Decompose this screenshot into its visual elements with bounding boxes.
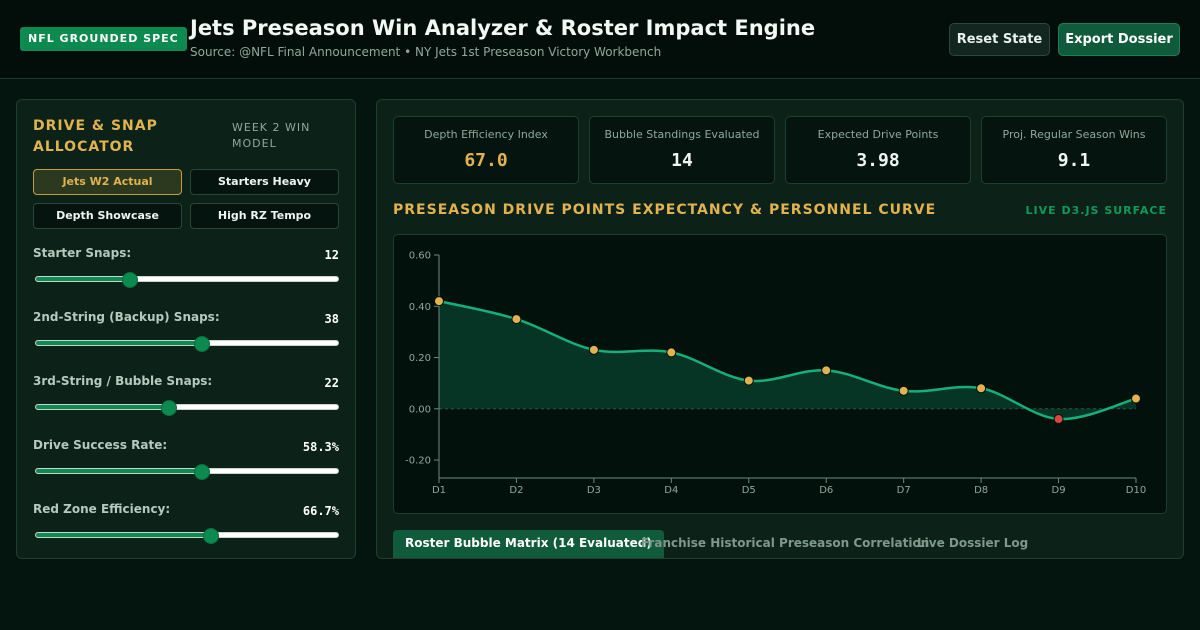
tab-franchise-historical-correlation[interactable]: Franchise Historical Preseason Correlati… xyxy=(641,536,930,550)
backup-snaps-label: 2nd-String (Backup) Snaps: xyxy=(33,310,220,324)
x-tick-label: D2 xyxy=(509,485,523,496)
x-tick-label: D9 xyxy=(1052,485,1066,496)
data-point xyxy=(821,365,832,376)
kpi-projected-regular-season-wins: Proj. Regular Season Wins 9.1 xyxy=(981,116,1167,184)
tab-roster-bubble-matrix[interactable]: Roster Bubble Matrix (14 Evaluated) xyxy=(393,530,664,558)
kpi-label: Expected Drive Points xyxy=(817,128,939,141)
y-tick-label: 0.20 xyxy=(409,353,431,364)
x-tick-label: D1 xyxy=(432,485,446,496)
drive-success-rate-slider[interactable] xyxy=(35,464,339,480)
x-tick-label: D7 xyxy=(897,485,911,496)
y-tick-label: 0.60 xyxy=(409,251,431,262)
x-tick-label: D6 xyxy=(819,485,833,496)
spec-badge: NFL GROUNDED SPEC xyxy=(20,27,187,51)
allocator-model-tag: WEEK 2 WIN MODEL xyxy=(232,121,311,150)
x-tick-label: D4 xyxy=(664,485,678,496)
preset-high-rz-tempo[interactable]: High RZ Tempo xyxy=(190,203,339,229)
bubble-snaps-label: 3rd-String / Bubble Snaps: xyxy=(33,374,213,388)
starter-snaps-value: 12 xyxy=(324,248,339,262)
slider-thumb[interactable] xyxy=(202,528,219,544)
starter-snaps-label: Starter Snaps: xyxy=(33,246,132,260)
kpi-label: Bubble Standings Evaluated xyxy=(604,128,760,141)
slider-fill xyxy=(36,405,169,409)
slider-thumb[interactable] xyxy=(194,336,211,352)
y-tick-label: -0.20 xyxy=(405,456,431,467)
preset-depth-showcase[interactable]: Depth Showcase xyxy=(33,203,182,229)
drive-success-rate-value: 58.3% xyxy=(302,440,339,454)
slider-fill xyxy=(36,469,202,473)
preset-jets-w2-actual[interactable]: Jets W2 Actual xyxy=(33,169,182,195)
app-header: NFL GROUNDED SPEC Jets Preseason Win Ana… xyxy=(0,0,1200,79)
x-tick-label: D10 xyxy=(1126,485,1146,496)
data-point xyxy=(1053,414,1064,425)
backup-snaps-slider[interactable] xyxy=(35,336,339,352)
starter-snaps-slider[interactable] xyxy=(35,272,339,288)
drive-points-chart: 0.60 0.40 0.20 0.00 -0.20 D1 D2 D3 D4 D5 D6 D7 D8 D9 D… xyxy=(393,234,1167,514)
y-tick-label: 0.40 xyxy=(409,302,431,313)
kpi-value: 9.1 xyxy=(1057,150,1091,171)
y-tick-label: 0.00 xyxy=(409,404,431,415)
drive-success-rate-label: Drive Success Rate: xyxy=(33,438,168,452)
data-point xyxy=(976,383,987,394)
data-point xyxy=(743,375,754,386)
red-zone-efficiency-value: 66.7% xyxy=(302,504,339,518)
data-point xyxy=(588,344,599,355)
data-point xyxy=(434,296,444,307)
kpi-label: Depth Efficiency Index xyxy=(424,128,548,141)
slider-thumb[interactable] xyxy=(121,272,138,288)
chart-surface-tag: LIVE D3.JS SURFACE xyxy=(1025,204,1167,217)
kpi-label: Proj. Regular Season Wins xyxy=(1002,128,1146,141)
analysis-panel: Depth Efficiency Index 67.0 Bubble Stand… xyxy=(376,99,1184,559)
app-title: Jets Preseason Win Analyzer & Roster Imp… xyxy=(190,16,816,40)
x-tick-label: D5 xyxy=(742,485,756,496)
data-point xyxy=(1131,393,1141,404)
kpi-value: 3.98 xyxy=(856,150,900,171)
export-dossier-button[interactable]: Export Dossier xyxy=(1058,23,1180,56)
kpi-bubble-standings-evaluated: Bubble Standings Evaluated 14 xyxy=(589,116,775,184)
x-tick-label: D8 xyxy=(974,485,988,496)
slider-fill xyxy=(36,341,203,345)
bubble-snaps-value: 22 xyxy=(324,376,339,390)
app-subtitle: Source: @NFL Final Announcement • NY Jet… xyxy=(190,45,662,59)
red-zone-efficiency-label: Red Zone Efficiency: xyxy=(33,502,171,516)
bubble-snaps-slider[interactable] xyxy=(35,400,339,416)
kpi-value: 67.0 xyxy=(464,150,508,171)
kpi-expected-drive-points: Expected Drive Points 3.98 xyxy=(785,116,971,184)
backup-snaps-value: 38 xyxy=(324,312,339,326)
preset-starters-heavy[interactable]: Starters Heavy xyxy=(190,169,339,195)
data-point xyxy=(898,385,909,396)
kpi-value: 14 xyxy=(671,150,693,171)
allocator-title: DRIVE & SNAP ALLOCATOR xyxy=(33,118,158,155)
kpi-depth-efficiency-index: Depth Efficiency Index 67.0 xyxy=(393,116,579,184)
data-point xyxy=(511,314,522,325)
chart-title: PRESEASON DRIVE POINTS EXPECTANCY & PERS… xyxy=(393,202,937,218)
series-line xyxy=(438,299,1137,421)
area-fill xyxy=(439,301,1136,420)
reset-state-button[interactable]: Reset State xyxy=(949,23,1050,56)
slider-thumb[interactable] xyxy=(193,464,210,480)
slider-fill xyxy=(36,277,130,281)
x-tick-label: D3 xyxy=(587,485,601,496)
drive-snap-allocator-panel: DRIVE & SNAP ALLOCATOR WEEK 2 WIN MODEL … xyxy=(16,99,356,559)
red-zone-efficiency-slider[interactable] xyxy=(35,528,339,544)
tab-live-dossier-log[interactable]: Live Dossier Log xyxy=(917,536,1029,550)
slider-thumb[interactable] xyxy=(160,400,177,416)
slider-fill xyxy=(36,533,211,537)
data-point xyxy=(666,347,677,358)
drive-points-chart-svg: 0.60 0.40 0.20 0.00 -0.20 D1 D2 D3 D4 D5 D6 D7 D8 D9 D… xyxy=(405,251,1146,497)
